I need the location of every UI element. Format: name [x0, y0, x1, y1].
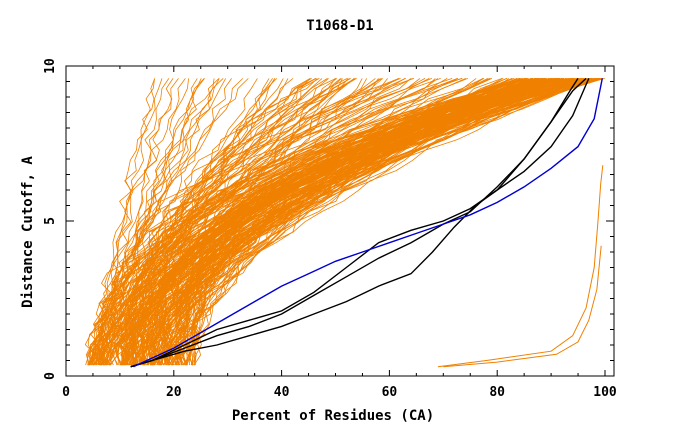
- model-curve: [158, 78, 552, 366]
- model-curve: [146, 78, 543, 366]
- model-curve: [130, 78, 602, 366]
- model-curve: [151, 78, 561, 366]
- model-curve: [117, 78, 569, 366]
- model-curve: [100, 78, 227, 366]
- model-curve: [139, 78, 555, 366]
- x-axis-title: Percent of Residues (CA): [232, 408, 434, 424]
- x-tick-label: 40: [274, 385, 290, 400]
- model-curve: [180, 78, 604, 366]
- y-tick-label: 0: [43, 372, 58, 380]
- model-curve: [88, 78, 179, 366]
- model-curve-outlier: [443, 245, 602, 368]
- model-curve: [106, 78, 189, 366]
- x-tick-label: 20: [166, 385, 182, 400]
- model-curve: [143, 78, 593, 366]
- model-curve: [102, 78, 163, 366]
- model-curve: [88, 78, 415, 366]
- model-curve: [107, 78, 317, 366]
- model-curve: [183, 78, 593, 366]
- model-curve: [149, 78, 576, 366]
- model-curve: [132, 78, 550, 366]
- chart-title: T1068-D1: [306, 18, 373, 34]
- model-curve: [179, 78, 550, 366]
- y-tick-label: 5: [43, 217, 58, 225]
- black-series-line: [130, 77, 587, 368]
- x-tick-label: 100: [593, 385, 617, 400]
- model-curve: [100, 78, 400, 366]
- model-curve: [186, 78, 540, 366]
- model-curve: [189, 78, 558, 366]
- blue-series-line: [133, 78, 603, 368]
- model-curve: [125, 78, 572, 366]
- model-curve: [193, 78, 543, 366]
- model-curve: [90, 78, 406, 366]
- model-curve: [158, 78, 604, 366]
- model-curve: [135, 78, 579, 366]
- y-tick-label: 10: [43, 58, 58, 74]
- model-curve: [150, 78, 603, 366]
- y-axis-title: Distance Cutoff, A: [20, 156, 36, 308]
- model-curve: [178, 78, 576, 366]
- model-curve-outlier: [437, 165, 604, 368]
- model-curve: [93, 78, 441, 366]
- highlight-series-group: [130, 77, 603, 368]
- model-curve: [89, 78, 155, 366]
- model-curve: [127, 78, 526, 366]
- model-curve: [142, 78, 560, 366]
- x-tick-label: 60: [382, 385, 398, 400]
- x-tick-label: 0: [62, 385, 70, 400]
- black-series-line: [130, 78, 579, 368]
- model-curve: [120, 78, 561, 366]
- black-series-line: [130, 78, 590, 368]
- model-curve: [133, 78, 401, 366]
- model-curve: [166, 78, 539, 366]
- background-series-group: [84, 78, 605, 368]
- model-curve: [102, 78, 198, 366]
- x-tick-label: 80: [489, 385, 505, 400]
- ticks-group: 0 20 40 60 80 100 0 5 10: [43, 58, 617, 400]
- model-curve: [101, 78, 320, 366]
